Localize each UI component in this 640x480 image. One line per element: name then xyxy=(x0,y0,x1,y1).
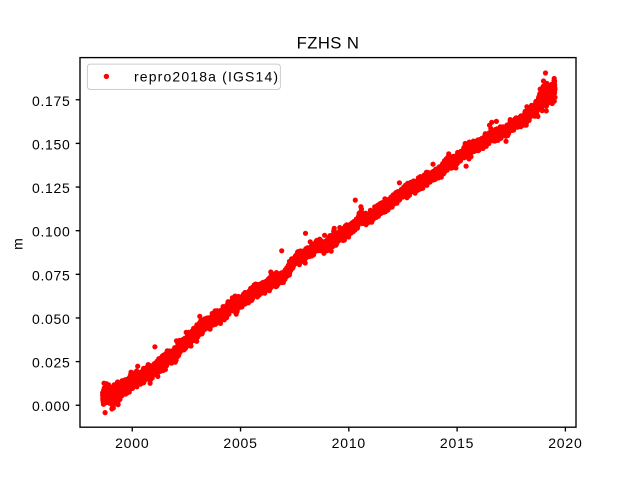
svg-text:0.100: 0.100 xyxy=(32,224,71,240)
svg-text:m: m xyxy=(9,238,25,250)
svg-text:2020: 2020 xyxy=(548,435,582,451)
svg-text:FZHS N: FZHS N xyxy=(297,34,360,53)
svg-text:0.125: 0.125 xyxy=(32,180,71,196)
svg-text:2015: 2015 xyxy=(440,435,474,451)
svg-text:repro2018a (IGS14): repro2018a (IGS14) xyxy=(134,68,279,84)
svg-text:2000: 2000 xyxy=(115,435,149,451)
svg-text:0.050: 0.050 xyxy=(32,311,71,327)
svg-text:0.175: 0.175 xyxy=(32,93,71,109)
svg-text:2010: 2010 xyxy=(332,435,366,451)
svg-text:2005: 2005 xyxy=(223,435,257,451)
svg-text:0.075: 0.075 xyxy=(32,267,71,283)
svg-text:0.025: 0.025 xyxy=(32,355,71,371)
svg-text:0.150: 0.150 xyxy=(32,136,71,152)
svg-text:0.000: 0.000 xyxy=(32,398,71,414)
